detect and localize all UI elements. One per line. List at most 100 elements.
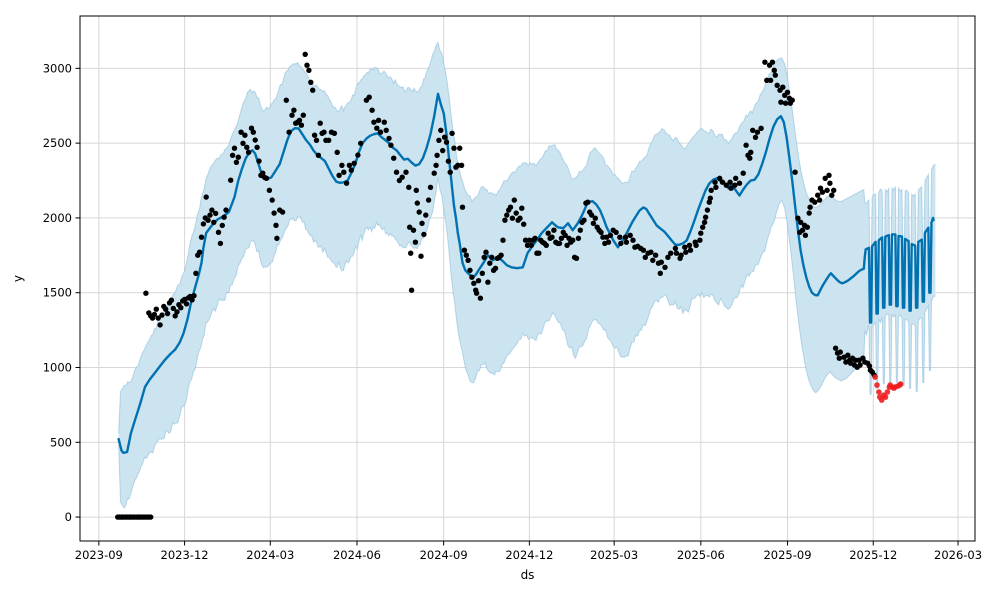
actual-point	[792, 169, 798, 175]
actual-point	[245, 149, 252, 155]
actual-point	[311, 132, 318, 138]
actual-point	[832, 345, 839, 351]
actual-point	[358, 140, 364, 146]
actual-point	[815, 192, 821, 198]
actual-point	[707, 195, 713, 201]
y-tick-label: 500	[50, 435, 72, 449]
actual-point	[215, 229, 222, 235]
actual-point	[727, 179, 733, 185]
actual-point	[317, 120, 323, 126]
actual-point	[623, 239, 630, 245]
actual-point	[837, 349, 843, 355]
actual-point	[618, 240, 624, 247]
actual-point	[630, 237, 636, 243]
actual-point	[242, 132, 248, 138]
band-lower-edge	[118, 177, 936, 510]
actual-point	[822, 175, 828, 181]
actual-point	[613, 229, 619, 235]
actual-point	[804, 224, 810, 230]
actual-point	[799, 227, 806, 233]
actual-point	[465, 257, 471, 263]
actual-point	[504, 212, 510, 218]
actual-point	[355, 152, 361, 158]
actual-point	[274, 235, 280, 241]
actual-point	[852, 357, 859, 363]
actual-point	[217, 240, 224, 247]
actual-point	[605, 239, 612, 245]
actual-point	[213, 210, 219, 217]
actual-point	[483, 249, 489, 255]
actual-point	[457, 145, 463, 151]
actual-point	[196, 249, 203, 255]
actual-point	[573, 255, 580, 261]
actual-point	[381, 119, 387, 125]
actual-point	[174, 309, 180, 315]
actual-point	[412, 239, 419, 245]
actual-point	[627, 232, 633, 238]
actual-point	[283, 97, 289, 103]
actual-point	[784, 89, 791, 96]
actual-point	[754, 129, 761, 135]
actual-point	[211, 219, 217, 225]
actual-point	[471, 280, 477, 286]
actual-point	[375, 117, 382, 124]
actual-point	[662, 264, 668, 270]
x-tick-label: 2024-12	[505, 548, 553, 562]
actual-point	[244, 144, 250, 150]
actual-point	[500, 237, 506, 243]
actual-point	[298, 122, 305, 128]
actual-point	[229, 152, 236, 158]
x-tick-label: 2025-06	[677, 548, 725, 562]
actual-point	[233, 159, 240, 165]
actual-point	[562, 232, 568, 238]
actual-point	[622, 234, 629, 240]
actual-point	[231, 145, 238, 151]
actual-point	[269, 197, 275, 203]
actual-point	[467, 267, 473, 273]
actual-point	[590, 220, 597, 226]
actual-point	[657, 270, 663, 276]
actual-point	[748, 149, 754, 155]
actual-point	[256, 158, 262, 164]
actual-point	[492, 265, 499, 271]
actual-point	[771, 67, 777, 74]
x-tick-label: 2026-03	[934, 548, 982, 562]
actual-point	[831, 187, 837, 193]
actual-point	[736, 180, 743, 186]
actual-point	[678, 252, 684, 258]
actual-point	[588, 212, 595, 218]
actual-point	[551, 227, 557, 233]
actual-point	[769, 59, 776, 65]
forecast-line	[117, 92, 935, 454]
actual-point	[408, 250, 414, 256]
actual-point	[386, 135, 392, 142]
actual-point	[650, 257, 656, 263]
actual-point	[183, 301, 190, 307]
actual-point	[485, 279, 491, 285]
actual-point	[383, 127, 389, 133]
actual-point	[549, 234, 555, 240]
actual-point	[170, 305, 176, 312]
x-tick-label: 2024-06	[333, 548, 381, 562]
actual-point	[477, 295, 484, 301]
actual-point	[795, 215, 801, 221]
actual-point	[511, 197, 517, 203]
actual-point	[463, 252, 469, 258]
actual-point	[406, 184, 412, 190]
actual-point	[155, 315, 161, 321]
actual-point	[431, 170, 437, 176]
actual-point	[423, 212, 429, 218]
actual-point	[697, 237, 703, 243]
actual-point	[772, 72, 778, 78]
actual-point	[421, 231, 427, 238]
actual-point	[806, 210, 812, 216]
actual-point	[228, 177, 234, 183]
actual-point	[817, 185, 824, 191]
actual-point	[509, 215, 516, 221]
actual-point	[366, 94, 372, 100]
anomaly-point	[878, 397, 885, 403]
actual-point	[391, 155, 397, 161]
actual-point	[438, 127, 444, 133]
actual-point	[607, 232, 614, 238]
actual-point	[407, 224, 413, 230]
